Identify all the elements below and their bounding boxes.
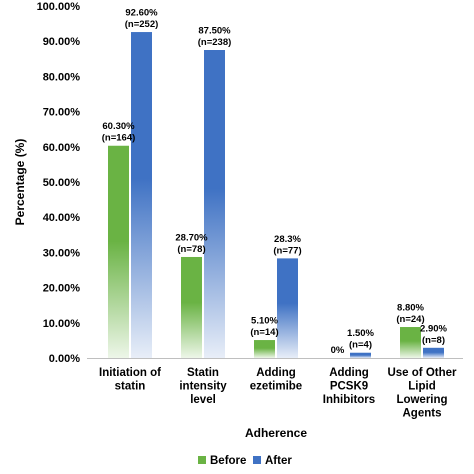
y-tick-label: 20.00% xyxy=(43,283,81,295)
bar-before xyxy=(108,145,129,358)
data-label: (n=8) xyxy=(422,335,445,346)
y-tick-label: 60.00% xyxy=(43,142,81,154)
y-tick-label: 40.00% xyxy=(43,212,81,224)
y-tick-label: 80.00% xyxy=(43,71,81,83)
bar-after xyxy=(204,50,225,358)
data-label: 8.80% xyxy=(397,303,424,314)
x-tick-label: Lipid xyxy=(408,381,435,393)
data-label: 87.50% xyxy=(198,26,231,37)
data-label: 5.10% xyxy=(251,316,278,327)
bar-after xyxy=(131,32,152,358)
y-tick-label: 30.00% xyxy=(43,247,81,259)
data-label: (n=77) xyxy=(273,245,301,256)
legend-swatch-after xyxy=(253,456,261,464)
bar-after xyxy=(423,347,444,358)
x-tick-label: statin xyxy=(115,381,146,393)
data-label: (n=252) xyxy=(125,19,159,30)
y-axis-title: Percentage (%) xyxy=(13,139,27,226)
data-label: 92.60% xyxy=(125,8,158,19)
y-tick-label: 50.00% xyxy=(43,177,81,189)
data-label: 2.90% xyxy=(420,323,447,334)
y-tick-label: 90.00% xyxy=(43,36,81,48)
data-label: 0% xyxy=(331,345,345,356)
data-label: (n=24) xyxy=(396,314,424,325)
data-label: (n=78) xyxy=(177,244,205,255)
x-tick-label: PCSK9 xyxy=(330,381,368,393)
x-tick-label: Inhibitors xyxy=(323,394,375,406)
bar-before xyxy=(181,256,202,358)
x-tick-label: Adding xyxy=(256,367,296,379)
data-labels: 60.30%(n=164) 28.70%(n=78) 5.10%(n=14) 0% 8.… xyxy=(102,8,448,356)
bars xyxy=(108,32,444,358)
x-tick-label: Adding xyxy=(329,367,369,379)
x-tick-label: Agents xyxy=(403,408,442,420)
x-tick-label: Statin xyxy=(187,367,219,379)
x-tick-label: intensity xyxy=(179,381,227,393)
y-tick-label: 10.00% xyxy=(43,318,81,330)
data-label: 60.30% xyxy=(102,121,135,132)
x-tick-label: level xyxy=(190,394,216,406)
data-label: (n=14) xyxy=(250,327,278,338)
bar-before xyxy=(400,327,421,358)
legend-label-before: Before xyxy=(210,455,246,467)
data-label: 28.70% xyxy=(175,232,208,243)
legend-swatch-before xyxy=(198,456,206,464)
bar-after xyxy=(277,258,298,358)
x-tick-label: Use of Other xyxy=(387,367,457,379)
x-tick-label: ezetimibe xyxy=(250,381,302,393)
y-tick-label: 100.00% xyxy=(37,1,81,13)
bar-before xyxy=(254,340,275,358)
legend-label-after: After xyxy=(265,455,292,467)
y-axis-ticks: 0.00% 10.00% 20.00% 30.00% 40.00% 50.00% 60.00… xyxy=(37,1,81,365)
x-tick-label: Initiation of xyxy=(99,367,161,379)
data-label: (n=238) xyxy=(198,37,232,48)
data-label: 28.3% xyxy=(274,234,301,245)
y-tick-label: 0.00% xyxy=(49,353,80,365)
y-tick-label: 70.00% xyxy=(43,107,81,119)
data-label: (n=4) xyxy=(349,340,372,351)
legend: Before After xyxy=(198,455,292,467)
data-label: 1.50% xyxy=(347,328,374,339)
bar-after xyxy=(350,352,371,358)
x-axis-title: Adherence xyxy=(245,426,307,440)
data-label: (n=164) xyxy=(102,133,136,144)
x-tick-label: Lowering xyxy=(396,394,447,406)
